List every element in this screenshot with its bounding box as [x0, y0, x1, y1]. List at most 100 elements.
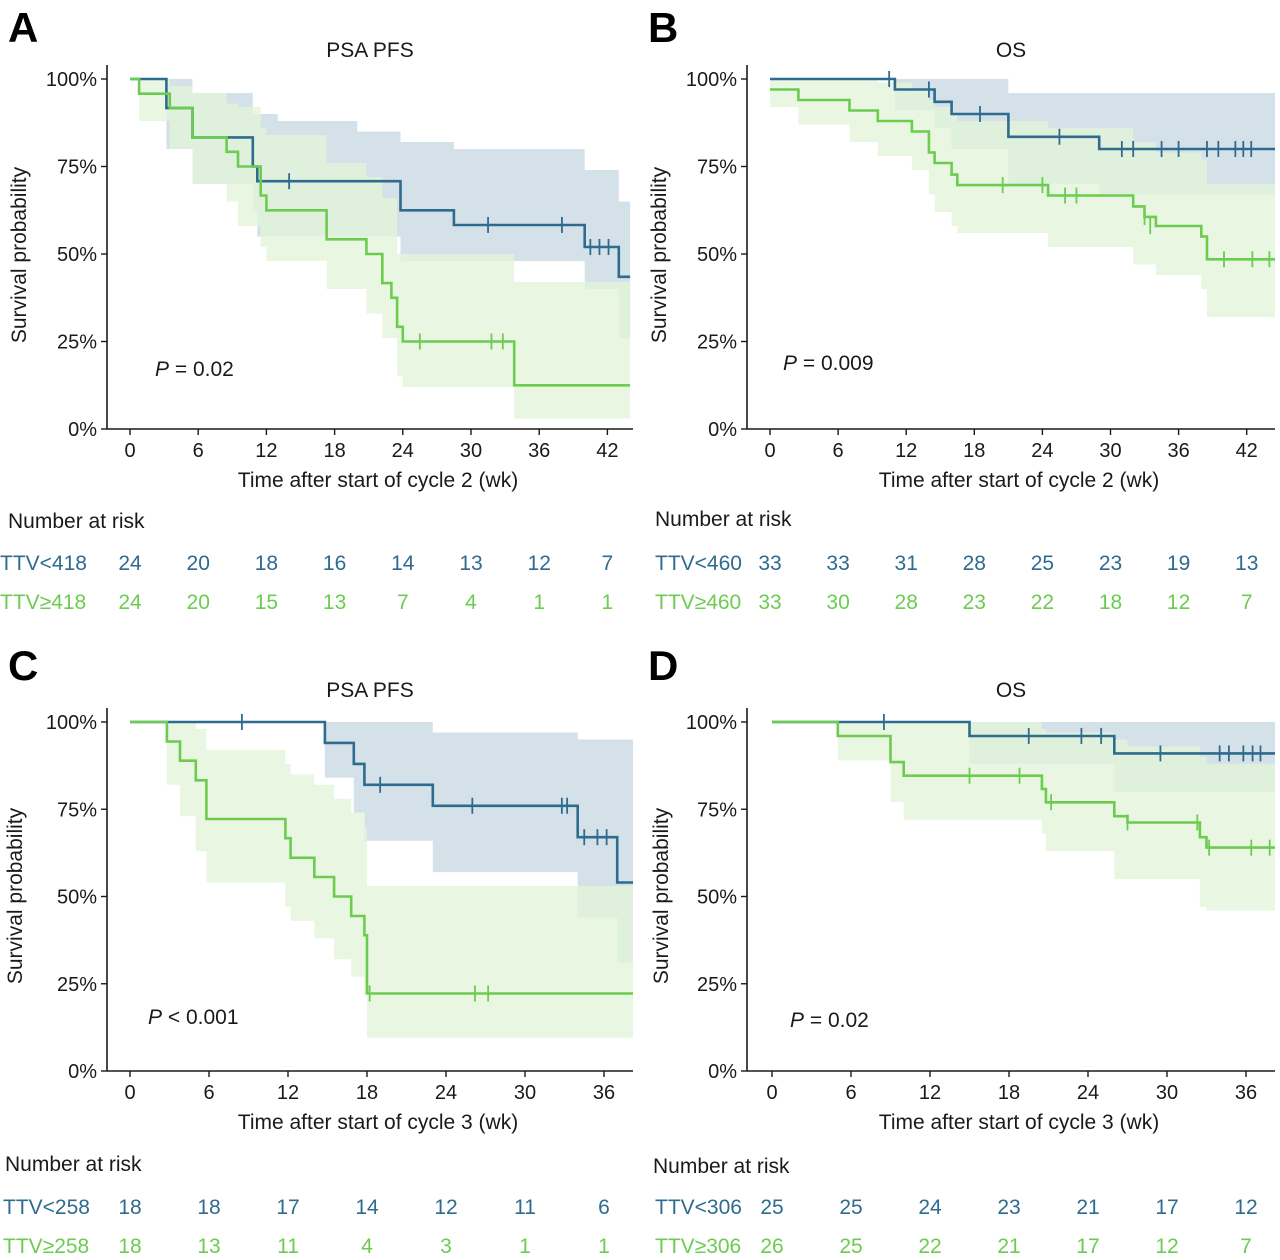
x-tick-label: 6 [193, 440, 204, 462]
x-tick-label: 30 [460, 440, 482, 462]
risk-count: 19 [1167, 552, 1190, 575]
panel-letter-a: A [8, 4, 38, 51]
x-tick-label: 12 [255, 440, 277, 462]
x-tick-label: 24 [1077, 1082, 1099, 1104]
x-tick-label: 30 [514, 1082, 536, 1104]
risk-count: 18 [118, 1235, 141, 1258]
risk-count: 3 [440, 1235, 452, 1258]
x-tick-label: 0 [766, 1082, 777, 1104]
risk-row-label: TTV<418 [0, 552, 87, 575]
x-tick-label: 24 [1031, 440, 1053, 462]
panel-title: PSA PFS [326, 679, 414, 702]
x-tick-label: 36 [1235, 1082, 1257, 1104]
risk-count: 23 [997, 1196, 1020, 1219]
y-tick-label: 50% [697, 887, 737, 909]
x-tick-label: 42 [596, 440, 618, 462]
y-tick-label: 25% [697, 974, 737, 996]
y-tick-label: 0% [708, 1061, 737, 1083]
risk-count: 20 [187, 591, 210, 614]
x-tick-label: 18 [963, 440, 985, 462]
risk-count: 28 [895, 591, 918, 614]
y-tick-label: 75% [57, 157, 97, 179]
risk-count: 6 [598, 1196, 610, 1219]
risk-count: 7 [1240, 1235, 1252, 1258]
x-tick-label: 30 [1099, 440, 1121, 462]
risk-count: 11 [277, 1235, 299, 1258]
risk-count: 23 [1099, 552, 1122, 575]
y-tick-label: 100% [686, 69, 737, 91]
x-tick-label: 0 [124, 1082, 135, 1104]
risk-count: 7 [397, 591, 409, 614]
y-tick-label: 50% [57, 887, 97, 909]
risk-count: 1 [602, 591, 614, 614]
y-tick-label: 25% [57, 332, 97, 354]
risk-count: 13 [197, 1235, 220, 1258]
risk-table-title: Number at risk [655, 508, 792, 531]
y-tick-label: 75% [57, 799, 97, 821]
risk-count: 18 [118, 1196, 141, 1219]
risk-count: 21 [997, 1235, 1020, 1258]
risk-count: 15 [255, 591, 278, 614]
survival-curve-blue [130, 720, 633, 884]
risk-count: 12 [1234, 1196, 1257, 1219]
y-axis-label: Survival probability [648, 166, 671, 343]
y-tick-label: 100% [46, 69, 97, 91]
risk-count: 18 [255, 552, 278, 575]
risk-count: 1 [519, 1235, 531, 1258]
risk-count: 30 [826, 591, 849, 614]
risk-count: 22 [918, 1235, 941, 1258]
x-tick-label: 18 [998, 1082, 1020, 1104]
risk-count: 7 [602, 552, 614, 575]
p-value: P = 0.02 [155, 358, 234, 381]
x-tick-label: 24 [392, 440, 414, 462]
risk-count: 12 [1155, 1235, 1178, 1258]
risk-count: 4 [361, 1235, 373, 1258]
panel-letter-b: B [648, 4, 678, 51]
risk-table-title: Number at risk [8, 510, 145, 533]
ci-band-blue [130, 722, 633, 963]
risk-count: 7 [1241, 591, 1253, 614]
p-value: P = 0.009 [783, 352, 874, 375]
risk-count: 33 [826, 552, 849, 575]
risk-count: 18 [1099, 591, 1122, 614]
risk-count: 16 [323, 552, 346, 575]
survival-curve-green [130, 720, 633, 995]
survival-curve-green [770, 88, 1275, 261]
y-tick-label: 75% [697, 799, 737, 821]
y-tick-label: 25% [697, 332, 737, 354]
survival-curve-green [130, 77, 631, 387]
x-tick-label: 18 [323, 440, 345, 462]
x-axis-label: Time after start of cycle 3 (wk) [238, 1111, 518, 1134]
survival-curve-blue [772, 720, 1275, 755]
y-tick-label: 75% [697, 157, 737, 179]
risk-row-label: TTV≥258 [3, 1235, 89, 1258]
risk-row-label: TTV<306 [655, 1196, 742, 1219]
x-tick-label: 42 [1236, 440, 1258, 462]
ci-band-green [772, 722, 1275, 911]
risk-count: 12 [528, 552, 551, 575]
risk-row-label: TTV<258 [3, 1196, 90, 1219]
risk-count: 25 [839, 1235, 862, 1258]
x-axis-label: Time after start of cycle 3 (wk) [879, 1111, 1159, 1134]
risk-count: 22 [1031, 591, 1054, 614]
panel-title: PSA PFS [326, 39, 414, 62]
risk-count: 28 [963, 552, 986, 575]
risk-count: 33 [758, 552, 781, 575]
risk-row-label: TTV≥418 [0, 591, 86, 614]
risk-count: 20 [187, 552, 210, 575]
risk-count: 25 [1031, 552, 1054, 575]
y-axis-label: Survival probability [4, 807, 27, 984]
x-tick-label: 18 [356, 1082, 378, 1104]
risk-count: 21 [1076, 1196, 1099, 1219]
x-tick-label: 12 [895, 440, 917, 462]
ci-band-green [770, 79, 1275, 317]
x-tick-label: 30 [1156, 1082, 1178, 1104]
x-tick-label: 36 [528, 440, 550, 462]
y-axis-label: Survival probability [8, 166, 31, 343]
risk-count: 13 [323, 591, 346, 614]
risk-count: 31 [895, 552, 918, 575]
y-tick-label: 50% [697, 244, 737, 266]
risk-count: 18 [197, 1196, 220, 1219]
risk-count: 12 [434, 1196, 457, 1219]
y-tick-label: 0% [68, 419, 97, 441]
